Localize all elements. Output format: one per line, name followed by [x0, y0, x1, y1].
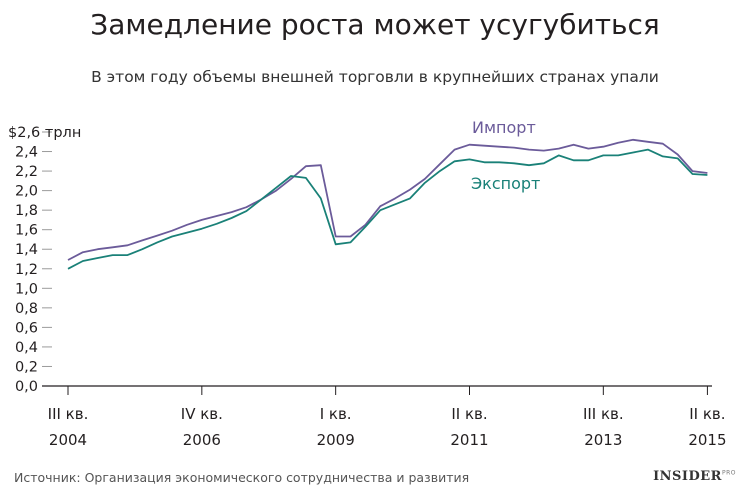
x-tick-label-year: 2004	[49, 431, 87, 449]
y-tick-label: 1,4	[15, 242, 38, 258]
y-tick-label: 0,8	[15, 301, 38, 317]
y-tick-label: 1,0	[15, 281, 38, 297]
x-tick-label-year: 2013	[584, 431, 622, 449]
chart-subtitle: В этом году объемы внешней торговли в кр…	[91, 68, 659, 86]
y-tick-label: 2,4	[15, 145, 38, 161]
y-tick-label: 2,0	[15, 184, 38, 200]
brand-logo: INSIDERPRO	[653, 469, 736, 484]
y-tick-label: 0,0	[15, 379, 38, 395]
chart-title: Замедление роста может усугубиться	[90, 8, 660, 41]
x-tick-label-quarter: IV кв.	[181, 405, 223, 423]
y-tick-label: 0,4	[15, 340, 38, 356]
x-tick-label-year: 2011	[450, 431, 488, 449]
brand-sup: PRO	[721, 469, 736, 477]
export-label: Экспорт	[471, 174, 540, 193]
y-tick-label: 1,8	[15, 203, 38, 219]
y-tick-label: $2,6 трлн	[8, 125, 81, 141]
x-tick-label-year: 2009	[317, 431, 355, 449]
y-tick-label: 1,6	[15, 223, 38, 239]
y-tick-label: 1,2	[15, 262, 38, 278]
x-tick-label-year: 2015	[688, 431, 726, 449]
import-line	[67, 138, 708, 261]
y-tick-label: 2,2	[15, 164, 38, 180]
export-line	[67, 148, 708, 270]
x-tick-label-quarter: III кв.	[48, 405, 89, 423]
source-note: Источник: Организация экономического сот…	[14, 470, 470, 485]
x-tick-label-year: 2006	[183, 431, 221, 449]
x-tick-label-quarter: II кв.	[689, 405, 725, 423]
import-label: Импорт	[472, 118, 536, 137]
x-tick-label-quarter: II кв.	[451, 405, 487, 423]
x-tick-label-quarter: I кв.	[320, 405, 352, 423]
y-tick-label: 0,2	[15, 359, 38, 375]
y-tick-label: 0,6	[15, 320, 38, 336]
brand-name: INSIDER	[653, 469, 722, 484]
x-tick-label-quarter: III кв.	[583, 405, 624, 423]
